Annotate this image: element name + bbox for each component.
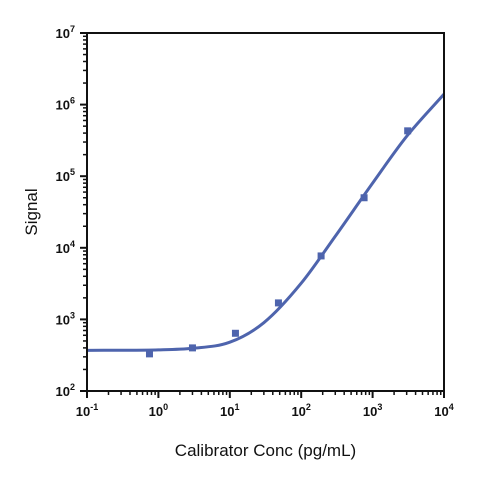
data-point-4 <box>317 252 325 260</box>
y-tick-label-3: 105 <box>56 167 75 184</box>
x-tick-label-3: 102 <box>291 402 310 419</box>
x-tick-label-5: 104 <box>434 402 453 419</box>
y-axis-title: Signal <box>22 188 41 235</box>
data-point-5 <box>360 194 368 202</box>
plot-frame <box>86 32 445 392</box>
x-tick-label-2: 101 <box>220 402 239 419</box>
fit-curve-layer <box>86 93 446 352</box>
y-tick-label-4: 106 <box>56 96 75 113</box>
data-point-1 <box>188 344 196 352</box>
data-point-6 <box>404 127 412 135</box>
y-tick-label-1: 103 <box>56 310 75 327</box>
data-point-2 <box>231 329 239 337</box>
y-axis-ticks: 102 103 104 105 106 107 <box>56 24 87 399</box>
data-points-layer <box>145 127 412 358</box>
x-tick-label-1: 100 <box>149 402 168 419</box>
x-tick-label-4: 103 <box>363 402 382 419</box>
fit-curve <box>86 93 446 352</box>
y-tick-label-0: 102 <box>56 382 75 399</box>
y-tick-label-5: 107 <box>56 24 75 41</box>
x-axis-title: Calibrator Conc (pg/mL) <box>175 441 356 460</box>
y-tick-label-2: 104 <box>56 239 75 256</box>
x-axis-ticks: 10-1 100 101 102 103 104 <box>76 391 454 419</box>
data-point-3 <box>274 299 282 307</box>
data-point-0 <box>145 350 153 358</box>
x-tick-label-0: 10-1 <box>76 402 98 419</box>
